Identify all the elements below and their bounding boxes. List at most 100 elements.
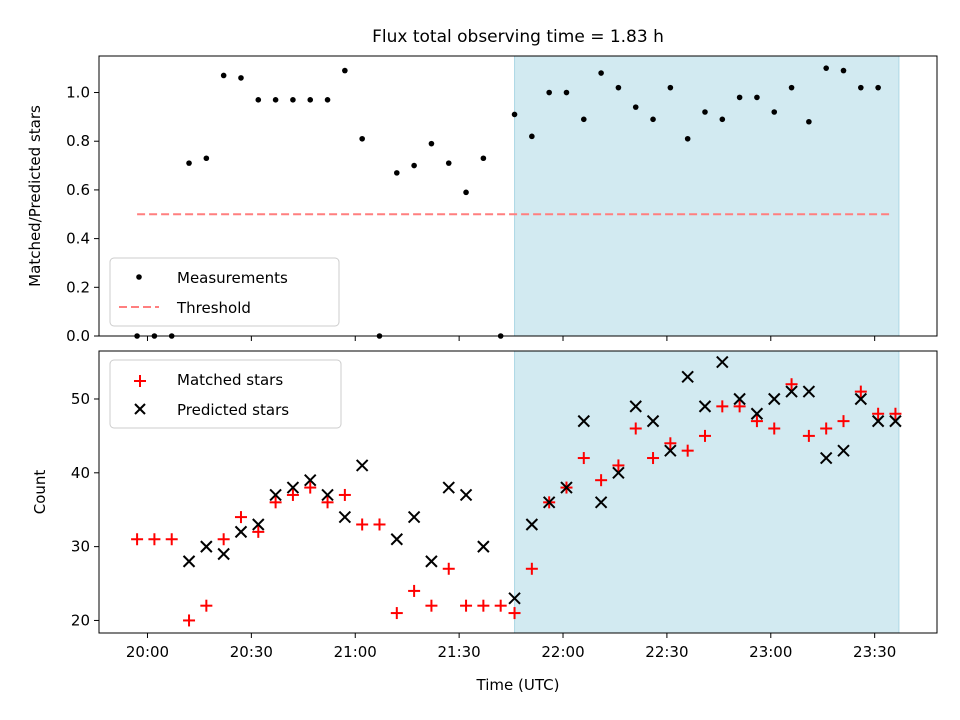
- matched-star-point: [647, 452, 660, 465]
- predicted-star-point: [459, 488, 473, 502]
- matched-star-point: [321, 496, 334, 509]
- predicted-star-point: [750, 407, 764, 420]
- bottom-y-axis-label: Count: [31, 470, 49, 515]
- legend-matched-marker: [134, 375, 146, 387]
- matched-star-point: [889, 407, 902, 420]
- matched-star-point: [234, 511, 247, 524]
- x-tick-label: 20:30: [230, 643, 273, 661]
- bottom-legend: Matched stars Predicted stars: [109, 359, 342, 429]
- matched-star-point: [408, 584, 421, 597]
- predicted-star-point: [234, 525, 248, 539]
- measurement-point: [359, 135, 365, 142]
- measurement-point: [719, 116, 726, 123]
- y-tick-label: 0.0: [66, 327, 90, 345]
- measurement-point: [667, 84, 674, 91]
- x-axis-label: Time (UTC): [476, 676, 560, 694]
- predicted-star-point: [355, 459, 369, 472]
- measurement-point: [858, 84, 864, 91]
- predicted-star-point: [252, 518, 265, 531]
- measurement-point: [238, 75, 244, 81]
- matched-star-point: [131, 533, 144, 546]
- matched-star-point: [820, 422, 833, 435]
- predicted-star-point: [560, 481, 573, 494]
- predicted-star-point: [819, 451, 833, 465]
- matched-star-point: [750, 415, 763, 428]
- matched-star-point: [356, 518, 369, 531]
- measurement-point: [788, 84, 795, 91]
- measurement-point: [307, 97, 314, 103]
- predicted-star-point: [286, 481, 300, 494]
- measurement-point: [580, 116, 587, 123]
- predicted-star-point: [871, 414, 885, 428]
- measurement-point: [823, 65, 829, 71]
- predicted-star-point: [716, 355, 729, 369]
- measurement-point: [754, 94, 760, 101]
- matched-star-point: [425, 599, 438, 612]
- measurement-point: [875, 84, 881, 91]
- measurement-point: [702, 109, 708, 115]
- matched-star-point: [148, 533, 161, 546]
- legend-predicted-marker: [134, 403, 146, 415]
- measurement-point: [272, 97, 279, 103]
- matched-star-point: [802, 429, 815, 442]
- predicted-star-point: [889, 414, 902, 428]
- legend-matched-label: Matched stars: [177, 371, 283, 389]
- predicted-star-point: [407, 510, 421, 524]
- matched-star-point: [768, 422, 781, 435]
- matched-star-point: [269, 496, 282, 509]
- measurement-point: [511, 111, 518, 118]
- matched-star-point: [477, 599, 490, 612]
- matched-star-point: [785, 378, 798, 391]
- predicted-star-point: [629, 400, 642, 413]
- matched-star-point: [837, 415, 850, 428]
- measurement-point: [394, 170, 400, 176]
- x-tick-label: 23:30: [853, 643, 896, 661]
- measurement-points: [134, 65, 881, 339]
- matched-star-point: [698, 429, 711, 442]
- top-legend: Measurements Threshold: [109, 257, 340, 327]
- predicted-star-point: [217, 547, 230, 561]
- measurement-point: [546, 89, 552, 96]
- y-tick-label: 40: [71, 464, 90, 482]
- x-tick-label: 20:00: [126, 643, 169, 661]
- predicted-star-point: [390, 533, 404, 546]
- measurement-point: [186, 160, 192, 166]
- measurement-point: [563, 89, 570, 96]
- matched-star-point: [338, 488, 351, 501]
- matched-star-point: [442, 562, 455, 575]
- predicted-star-point: [698, 400, 712, 413]
- predicted-star-point: [802, 385, 816, 398]
- measurement-point: [480, 155, 487, 162]
- predicted-star-point: [304, 473, 317, 487]
- predicted-star-point: [508, 592, 521, 605]
- matched-star-point: [460, 599, 473, 612]
- bottom-y-ticks: 20 30 40 50: [71, 390, 99, 629]
- predicted-star-point: [182, 555, 196, 568]
- measurement-point: [220, 72, 227, 79]
- predicted-star-point: [200, 540, 213, 553]
- measurement-point: [598, 70, 604, 76]
- x-tick-label: 21:30: [438, 643, 481, 661]
- x-tick-label: 21:00: [334, 643, 377, 661]
- measurement-point: [290, 97, 296, 103]
- measurement-point: [342, 67, 348, 74]
- top-x-ticks: [146, 336, 876, 341]
- matched-star-point: [595, 474, 608, 487]
- measurement-point: [445, 160, 452, 166]
- top-y-axis-label: Matched/Predicted stars: [26, 105, 44, 287]
- matched-star-point: [286, 488, 299, 501]
- predicted-star-point: [733, 392, 746, 406]
- x-tick-label: 22:30: [645, 643, 688, 661]
- measurement-point: [463, 189, 469, 196]
- y-tick-label: 0.8: [66, 132, 90, 150]
- matched-star-point: [854, 385, 867, 398]
- predicted-star-point: [577, 414, 591, 428]
- matched-star-point: [252, 525, 265, 538]
- measurement-point: [736, 94, 743, 101]
- matched-star-point: [681, 444, 694, 457]
- matched-star-point: [716, 400, 729, 413]
- y-tick-label: 0.6: [66, 181, 90, 199]
- measurement-point: [840, 67, 847, 74]
